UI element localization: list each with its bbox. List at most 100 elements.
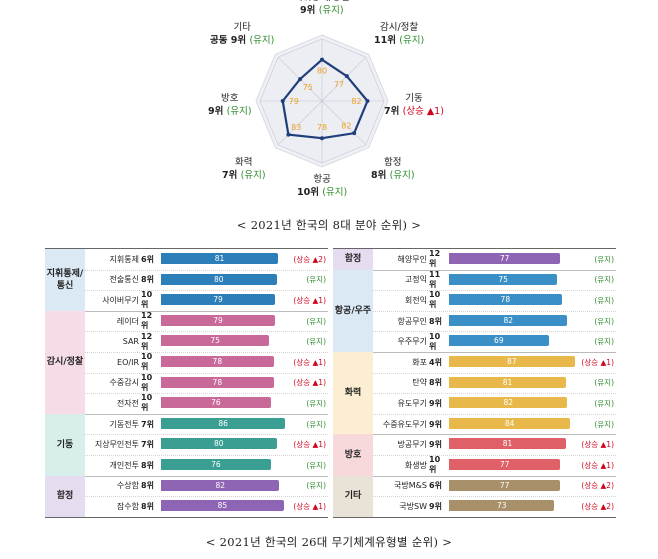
score-bar: 78 [161, 376, 274, 388]
weapon-rank: 8위 [141, 275, 154, 285]
category-label: 기동 [45, 413, 85, 476]
radar-point [320, 136, 324, 141]
weapon-name: 우주무기 [397, 337, 427, 347]
weapon-name: 항공무인 [397, 316, 427, 326]
radar-chart: 80 77 82 82 78 83 79 75 [255, 34, 389, 168]
table-row: 고정익 11위 75 (유지) [373, 270, 616, 291]
radar-point [344, 74, 349, 79]
radar-axis-name: 기타 [233, 22, 251, 33]
score-bar: 78 [449, 294, 562, 306]
radar-axis-name: 함정 [384, 157, 402, 168]
rank-change-status: (유지) [306, 275, 326, 285]
category-label: 기타 [333, 475, 373, 517]
category-label: 방호 [333, 434, 373, 476]
weapon-name: 국방SW [399, 501, 427, 511]
table-row: 국방SW 9위 73 (상승 ▲2) [373, 496, 616, 517]
rank-change-status: (유지) [306, 419, 326, 429]
weapon-name: 전자전 [116, 398, 139, 408]
radar-spoke [321, 56, 367, 102]
weapon-name: 국방M&S [394, 481, 427, 491]
radar-axis-rank: 9위 [300, 5, 319, 16]
radar-axis-name: 화력 [235, 157, 253, 168]
table-row: SAR 12위 75 (유지) [85, 331, 328, 352]
radar-point [286, 132, 291, 137]
table-row: 국방M&S 6위 77 (상승 ▲2) [373, 476, 616, 497]
rank-change-status: (상승 ▲1) [293, 440, 326, 450]
table-row: 지휘통제 6위 81 (상승 ▲2) [85, 249, 328, 270]
group-divider [45, 475, 328, 477]
table-row: 항공무인 8위 82 (유지) [373, 311, 616, 332]
weapon-name: 전술통신 [109, 275, 139, 285]
radar-spoke [321, 100, 367, 146]
row-divider [85, 434, 328, 436]
radar-value-label: 77 [334, 80, 344, 89]
row-divider [373, 372, 616, 374]
radar-axis-label: 함정 8위 (유지) [371, 156, 415, 182]
weapon-rank: 11위 [429, 269, 441, 289]
table-row: 지상무인전투 7위 80 (상승 ▲1) [85, 434, 328, 455]
table-row: 전술통신 8위 80 (유지) [85, 270, 328, 291]
weapon-rank: 8위 [141, 501, 154, 511]
rank-change-status: (상승 ▲2) [293, 254, 326, 264]
table-row: 수중감시 10위 78 (상승 ▲1) [85, 373, 328, 394]
radar-axis-name: 기동 [405, 93, 423, 104]
radar-axis-status: (유지) [249, 35, 275, 46]
radar-axis-status: (유지) [226, 106, 252, 117]
row-divider [85, 372, 328, 374]
row-divider [85, 393, 328, 395]
table-caption: < 2021년 한국의 26대 무기체계유형별 순위) > [205, 535, 453, 549]
radar-axis-label: 기타 공동 9위 (유지) [210, 21, 274, 47]
radar-caption: < 2021년 한국의 8대 분야 순위) > [236, 218, 422, 232]
radar-axis-label: 항공 10위 (유지) [297, 173, 347, 199]
rank-change-status: (유지) [594, 295, 614, 305]
radar-axis-status: (유지) [322, 187, 348, 198]
weapon-rank: 6위 [141, 254, 154, 264]
score-bar: 85 [161, 500, 284, 512]
weapon-name: 지휘통제 [109, 254, 139, 264]
rank-change-status: (상승 ▲2) [581, 501, 614, 511]
row-divider [85, 455, 328, 456]
weapon-name: 화포 [412, 357, 427, 367]
weapon-rank: 10위 [141, 393, 153, 413]
weapon-name: 레이더 [116, 316, 139, 326]
table-left: 지휘통제/ 통신 지휘통제 6위 81 (상승 ▲2) 전술통신 8위 80 (유지) 사이버무기… [45, 248, 328, 518]
score-bar: 81 [449, 376, 566, 388]
radar-axis-rank: 10위 [297, 187, 323, 198]
weapon-name: 유도무기 [397, 398, 427, 408]
group-divider [333, 475, 616, 477]
weapon-rank: 12위 [141, 311, 153, 331]
weapon-name: EO/IR [117, 357, 139, 367]
radar-axis-label: 감시/정찰 11위 (유지) [374, 21, 424, 47]
table-row: 우주무기 10위 69 (유지) [373, 331, 616, 352]
weapon-rank: 9위 [429, 419, 442, 429]
rank-change-status: (상승 ▲1) [293, 295, 326, 305]
radar-axis-label: 방호 9위 (유지) [208, 92, 252, 118]
table-row: 유도무기 9위 82 (유지) [373, 393, 616, 414]
weapon-name: 화생방 [404, 460, 427, 470]
radar-value-label: 82 [351, 97, 361, 106]
radar-value-label: 78 [317, 123, 327, 132]
table-row: 레이더 12위 79 (유지) [85, 311, 328, 332]
group-divider [333, 434, 616, 436]
weapon-name: 사이버무기 [102, 295, 139, 305]
weapon-name: 방공무기 [397, 440, 427, 450]
weapon-rank: 12위 [141, 331, 153, 351]
score-bar: 76 [161, 459, 271, 470]
weapon-name: SAR [122, 337, 139, 347]
score-bar: 75 [161, 335, 270, 347]
group-divider [333, 352, 616, 353]
score-bar: 82 [449, 314, 568, 326]
table-row: 수상함 8위 82 (유지) [85, 476, 328, 497]
weapon-rank: 8위 [429, 378, 442, 388]
rank-change-status: (유지) [594, 337, 614, 347]
weapon-rank: 9위 [429, 501, 442, 511]
score-bar: 77 [449, 253, 561, 264]
category-label: 항공/우주 [333, 269, 373, 352]
score-bar: 78 [161, 356, 274, 367]
score-bar: 80 [161, 273, 277, 285]
weapon-name: 탄약 [412, 378, 427, 388]
row-divider [373, 413, 616, 415]
group-divider [333, 269, 616, 271]
weapon-name: 해양무인 [397, 254, 427, 264]
row-divider [85, 352, 328, 353]
